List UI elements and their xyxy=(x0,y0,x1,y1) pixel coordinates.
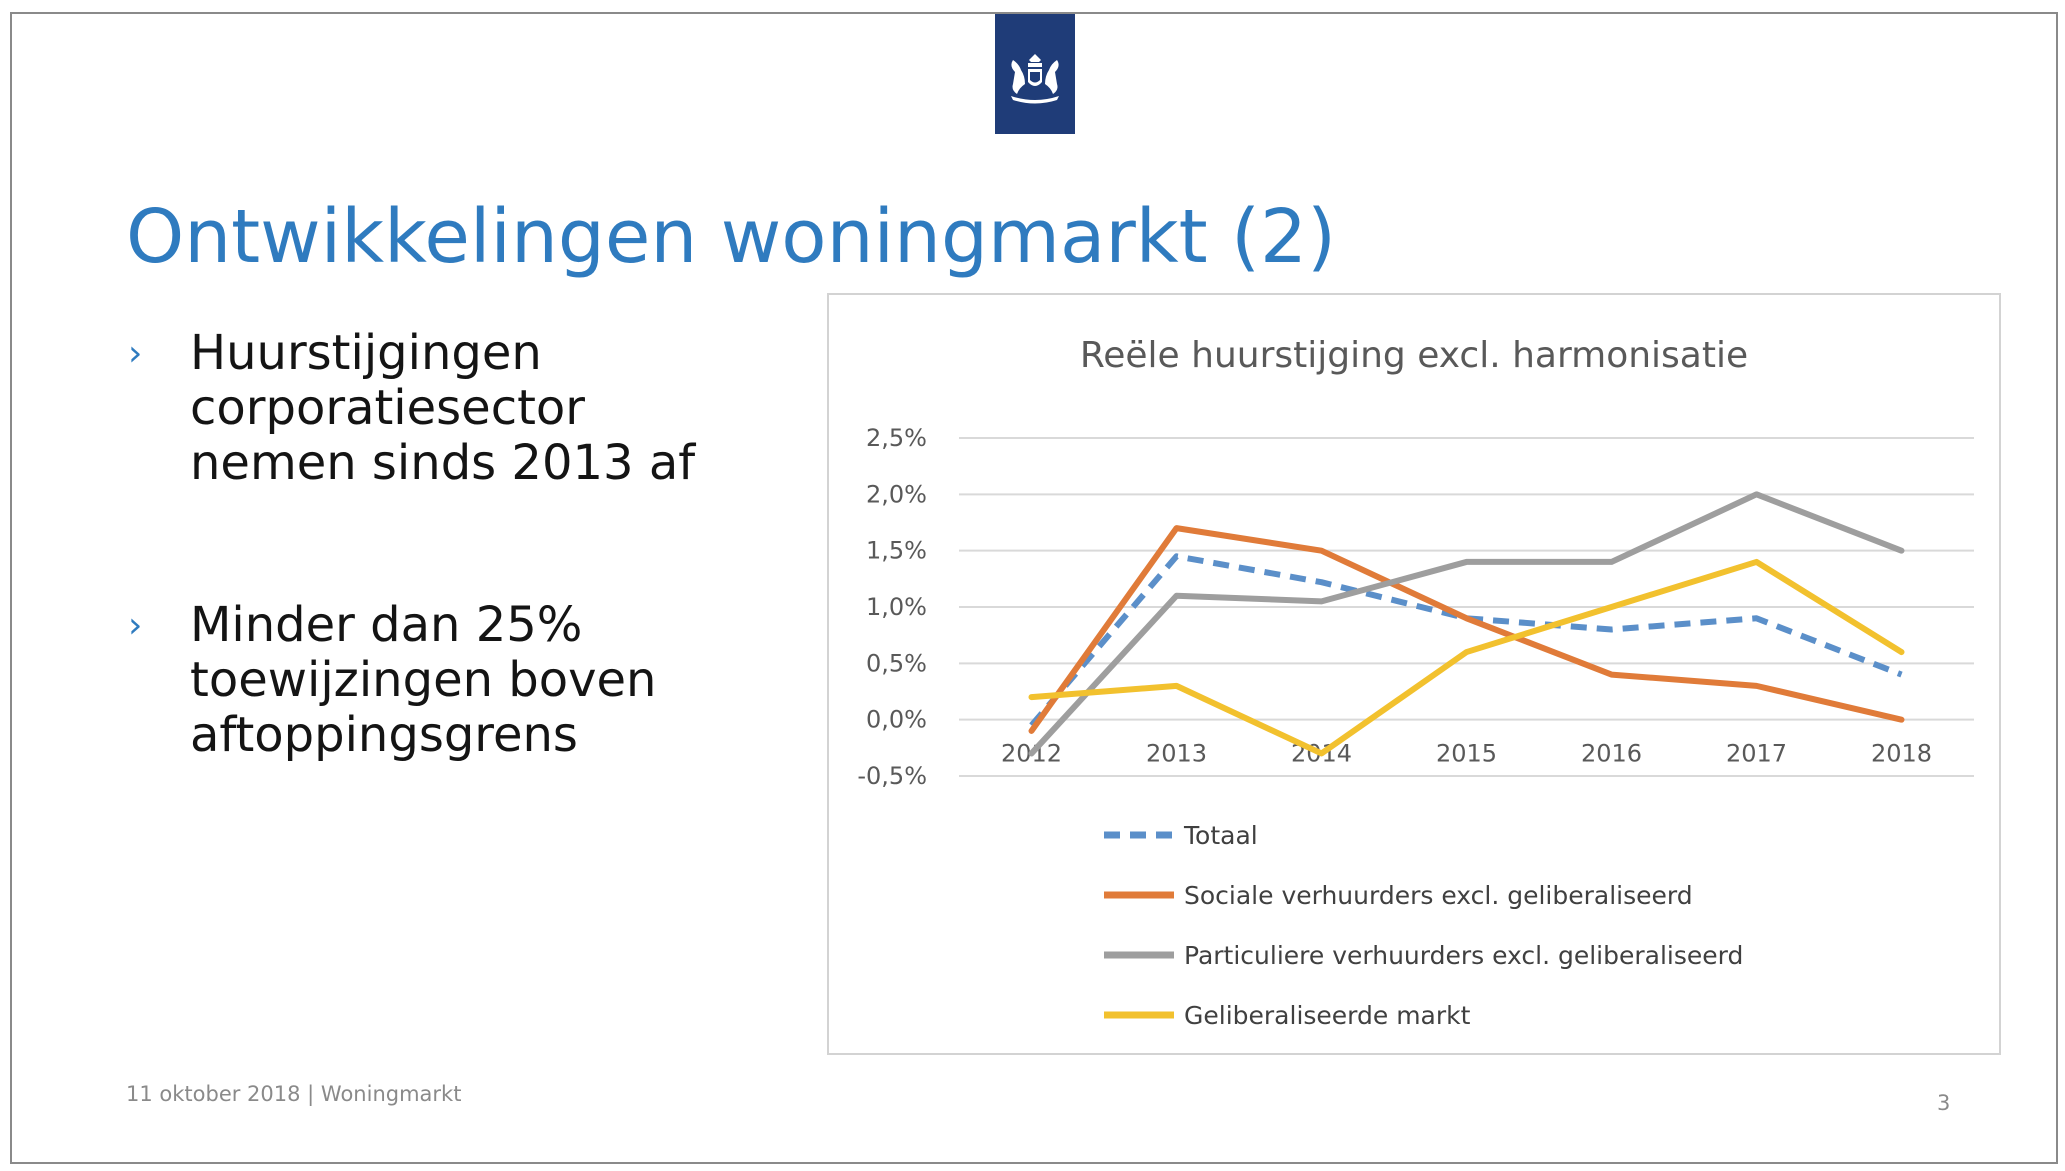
bullet-list: › Huurstijgingen corporatiesector nemen … xyxy=(126,326,746,763)
series-line-sociale-verhuurders-excl-geliberaliseerd xyxy=(1028,525,1905,734)
rijksoverheid-logo xyxy=(995,14,1075,134)
x-tick-label: 2016 xyxy=(1581,740,1642,768)
bullet-text: Minder dan 25% toewijzingen boven aftopp… xyxy=(190,597,657,763)
chart-container: Reële huurstijging excl. harmonisatie 2,… xyxy=(827,293,2001,1055)
y-axis-ticks: 2,5% 2,0% 1,5% 1,0% 0,5% 0,0% -0,5% xyxy=(857,424,927,790)
legend: Totaal Sociale verhuurders excl. gelibera… xyxy=(1104,821,1743,1030)
series-lines xyxy=(1028,491,1905,757)
series-line-totaal xyxy=(1029,553,1903,728)
x-axis-ticks: 2012 2013 2014 2015 2016 2017 2018 xyxy=(1001,740,1932,768)
page-number: 3 xyxy=(1937,1091,1951,1115)
y-tick-label: 1,5% xyxy=(866,537,927,565)
series-line-particuliere-verhuurders-excl-geliberaliseerd xyxy=(1028,491,1905,757)
legend-label: Sociale verhuurders excl. geliberaliseer… xyxy=(1184,881,1693,910)
y-tick-label: 2,5% xyxy=(866,424,927,452)
y-tick-label: -0,5% xyxy=(857,762,927,790)
legend-label: Particuliere verhuurders excl. geliberal… xyxy=(1184,941,1743,970)
x-tick-label: 2017 xyxy=(1726,740,1787,768)
legend-label: Totaal xyxy=(1183,821,1258,850)
x-tick-label: 2018 xyxy=(1871,740,1932,768)
series-line-geliberaliseerde-markt xyxy=(1028,558,1905,757)
legend-label: Geliberaliseerde markt xyxy=(1184,1001,1471,1030)
footer-text: 11 oktober 2018 | Woningmarkt xyxy=(126,1082,462,1106)
x-tick-label: 2013 xyxy=(1146,740,1207,768)
chart-title: Reële huurstijging excl. harmonisatie xyxy=(1080,335,1748,376)
chevron-right-icon: › xyxy=(128,605,143,646)
chevron-right-icon: › xyxy=(128,333,143,374)
bullet-item: › Minder dan 25% toewijzingen boven afto… xyxy=(126,598,746,763)
slide-title: Ontwikkelingen woningmarkt (2) xyxy=(126,194,1336,280)
gridlines xyxy=(959,437,1974,777)
y-tick-label: 2,0% xyxy=(866,480,927,508)
x-tick-label: 2015 xyxy=(1436,740,1497,768)
line-chart: Reële huurstijging excl. harmonisatie 2,… xyxy=(857,335,1974,1030)
y-tick-label: 1,0% xyxy=(866,593,927,621)
bullet-text: Huurstijgingen corporatiesector nemen si… xyxy=(190,325,696,491)
royal-coat-of-arms-icon xyxy=(1011,54,1059,104)
y-tick-label: 0,0% xyxy=(866,706,927,734)
bullet-item: › Huurstijgingen corporatiesector nemen … xyxy=(126,326,746,491)
slide: Ontwikkelingen woningmarkt (2) › Huursti… xyxy=(10,12,2058,1164)
y-tick-label: 0,5% xyxy=(866,649,927,677)
